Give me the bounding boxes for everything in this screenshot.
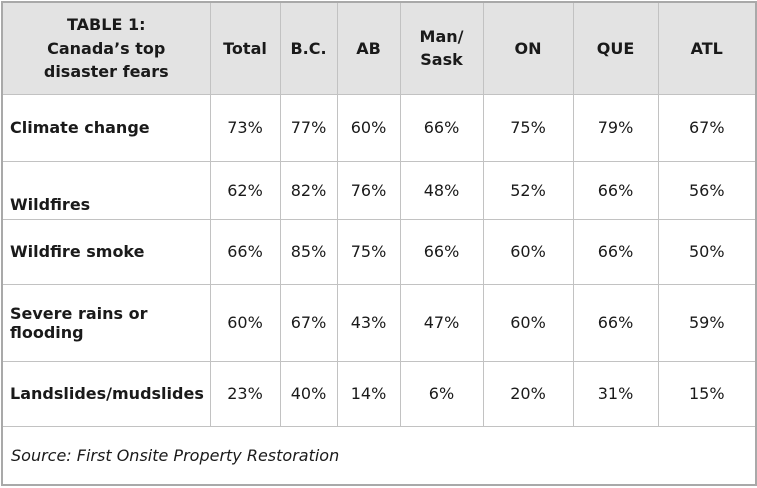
value-cell: 56%	[657, 160, 757, 220]
column-header-atl: ATL	[657, 1, 757, 95]
row-label: Climate change	[1, 93, 211, 162]
value-cell: 48%	[399, 160, 484, 220]
column-header-bc: B.C.	[279, 1, 338, 95]
table-row: Severe rains or flooding 60% 67% 43% 47%…	[1, 283, 757, 362]
table-title: TABLE 1: Canada’s top disaster fears	[1, 1, 211, 95]
row-label: Landslides/mudslides	[1, 360, 211, 427]
value-cell: 47%	[399, 283, 484, 362]
value-cell: 79%	[572, 93, 659, 162]
row-label: Wildfire smoke	[1, 218, 211, 285]
value-cell: 75%	[336, 218, 401, 285]
value-cell: 82%	[279, 160, 338, 220]
table-row: Wildfires 62% 82% 76% 48% 52% 66% 56%	[1, 160, 757, 220]
value-cell: 60%	[336, 93, 401, 162]
value-cell: 77%	[279, 93, 338, 162]
column-header-total: Total	[209, 1, 281, 95]
column-header-que: QUE	[572, 1, 659, 95]
value-cell: 66%	[399, 218, 484, 285]
table-row: Landslides/mudslides 23% 40% 14% 6% 20% …	[1, 360, 757, 427]
value-cell: 43%	[336, 283, 401, 362]
value-cell: 67%	[657, 93, 757, 162]
value-cell: 62%	[209, 160, 281, 220]
value-cell: 6%	[399, 360, 484, 427]
value-cell: 66%	[209, 218, 281, 285]
value-cell: 76%	[336, 160, 401, 220]
value-cell: 50%	[657, 218, 757, 285]
value-cell: 75%	[482, 93, 574, 162]
value-cell: 66%	[572, 160, 659, 220]
column-header-on: ON	[482, 1, 574, 95]
table-row: Climate change 73% 77% 60% 66% 75% 79% 6…	[1, 93, 757, 162]
row-label: Severe rains or flooding	[1, 283, 211, 362]
value-cell: 85%	[279, 218, 338, 285]
table-title-line1: TABLE 1:	[67, 15, 146, 35]
value-cell: 60%	[482, 218, 574, 285]
value-cell: 60%	[482, 283, 574, 362]
value-cell: 23%	[209, 360, 281, 427]
table-row: Wildfire smoke 66% 85% 75% 66% 60% 66% 5…	[1, 218, 757, 285]
value-cell: 20%	[482, 360, 574, 427]
row-label: Wildfires	[1, 160, 211, 220]
value-cell: 66%	[572, 283, 659, 362]
source-note: Source: First Onsite Property Restoratio…	[1, 425, 757, 486]
column-header-man-sask: Man/ Sask	[399, 1, 484, 95]
value-cell: 59%	[657, 283, 757, 362]
source-row: Source: First Onsite Property Restoratio…	[1, 425, 757, 486]
table-title-line2: Canada’s top disaster fears	[43, 38, 169, 81]
column-header-ab: AB	[336, 1, 401, 95]
column-header-man-sask-label: Man/ Sask	[419, 27, 464, 70]
value-cell: 40%	[279, 360, 338, 427]
value-cell: 67%	[279, 283, 338, 362]
value-cell: 66%	[399, 93, 484, 162]
value-cell: 60%	[209, 283, 281, 362]
value-cell: 31%	[572, 360, 659, 427]
header-row: TABLE 1: Canada’s top disaster fears Tot…	[1, 1, 757, 95]
value-cell: 15%	[657, 360, 757, 427]
value-cell: 73%	[209, 93, 281, 162]
value-cell: 66%	[572, 218, 659, 285]
value-cell: 52%	[482, 160, 574, 220]
value-cell: 14%	[336, 360, 401, 427]
